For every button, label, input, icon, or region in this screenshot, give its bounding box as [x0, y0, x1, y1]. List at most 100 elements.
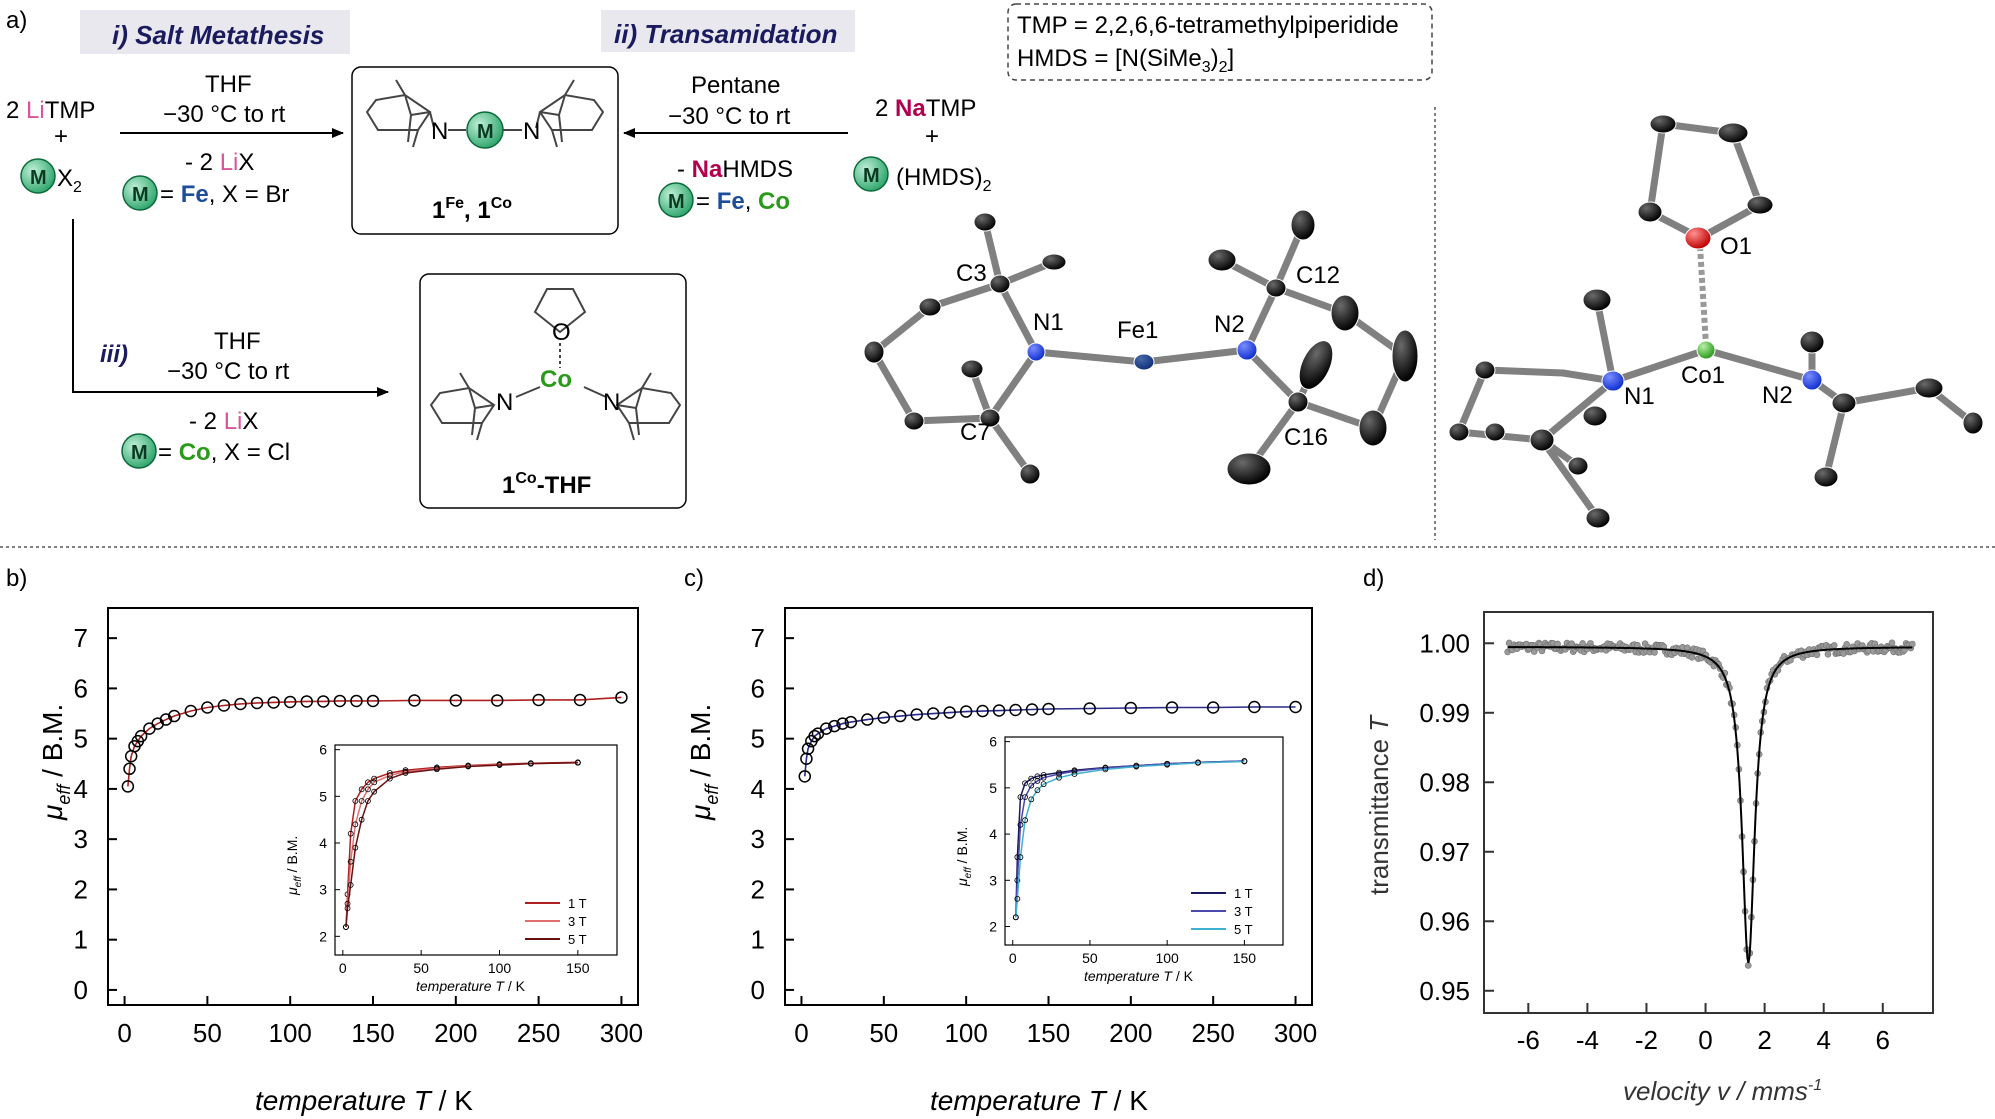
chart-b-inset-frame [334, 744, 618, 956]
chart-c-ytick-label: 6 [751, 673, 765, 703]
fe-atoms [863, 209, 1419, 486]
chart-c-inset-ylabel-sub: eff [963, 866, 974, 878]
product2-n-left: N [496, 389, 513, 416]
arrow1-byproduct: - 2 LiX [185, 149, 254, 176]
chart-d-ytick-label: 0.99 [1419, 698, 1470, 728]
chart-c-data-point [894, 709, 907, 723]
chart-b-data-point [490, 694, 504, 707]
route1-header [80, 10, 350, 54]
chart-d-xtick-label: 2 [1757, 1025, 1771, 1055]
chart-c-inset-data-point [1102, 766, 1109, 773]
chart-c-inset-ylabel-unit: / B.M. [954, 827, 970, 867]
chart-c-ytick-label: 3 [751, 824, 765, 854]
chart-c-data-point [819, 722, 833, 735]
abbrev-hmds: HMDS = [N(SiMe3)2] [1017, 45, 1234, 76]
chart-d-xtick-label: 0 [1698, 1025, 1712, 1055]
chart-b-inset-data-point [352, 798, 359, 804]
product1-n-right: N [523, 118, 540, 145]
chart-b-ytick-label: 1 [74, 925, 88, 955]
route1-title: i) Salt Metathesis [112, 20, 324, 50]
chart-c-data-point [1042, 702, 1055, 716]
fe-atom-fe1: Fe1 [1117, 317, 1158, 344]
chart-d-data-point [1813, 651, 1821, 659]
chart-b-ylabel: μeff / B.M. [37, 704, 74, 821]
chart-c-data-point [943, 706, 956, 719]
chart-b-inset-xtick-label: 150 [566, 960, 590, 976]
chart-c-data-point [992, 704, 1006, 717]
chart-b-inset-data-point [347, 830, 354, 837]
arrow2-solvent: Pentane [691, 72, 780, 99]
chart-b-fit-line [127, 696, 622, 787]
chart-b-data-point [184, 704, 198, 718]
chart-d-ylabel: transmittance T [1364, 714, 1394, 895]
chart-c-inset-data-point [1040, 781, 1047, 788]
co-atom-o1: O1 [1720, 233, 1752, 260]
product1-label: 1Fe, 1Co [432, 195, 512, 224]
chart-c-inset-legend-label: 3 T [1234, 904, 1253, 919]
chart-b-data-point [159, 713, 173, 726]
chart-b-ytick-label: 6 [74, 673, 88, 703]
chart-b-xlabel: temperature T / K [255, 1085, 473, 1116]
chart-c-data-point [1124, 701, 1138, 715]
chart-b-data-point [283, 695, 297, 709]
chart-c-inset-data-point [1034, 778, 1041, 784]
chart-c-xtick-label: 100 [944, 1018, 987, 1048]
chart-b-inset-data-point [465, 763, 472, 770]
product2-structure [429, 288, 682, 441]
chart-c: c) μeff / B.M. temperature T / K 0 50 100 1… [684, 565, 1317, 1116]
chart-b-inset-xlabel: temperature T / K [416, 978, 526, 994]
chart-d-data-point [1830, 642, 1838, 649]
chart-d-data-point [1579, 640, 1586, 647]
chart-c-data-point [808, 729, 821, 743]
chart-b-ytick-label: 4 [74, 774, 88, 804]
arrow3-condition: = Co, X = Cl [158, 439, 290, 466]
chart-b-data-point [168, 709, 181, 723]
product2-box [419, 273, 687, 509]
m-ball-arrow1-label: M [132, 184, 149, 206]
chart-c-inset-data-point [1012, 914, 1019, 921]
panel-label-c: c) [684, 565, 704, 592]
chart-c-data-point [861, 713, 874, 726]
chart-c-inset-data-point [1195, 759, 1201, 766]
arrow1-temp: −30 °C to rt [163, 101, 286, 128]
chart-b-xtick-label: 50 [193, 1018, 222, 1048]
chart-b-inset-ylabel-unit: / B.M. [284, 836, 300, 876]
route3-title: iii) [100, 341, 128, 368]
chart-b-data-point [573, 693, 587, 707]
chart-c-inset-data-point [1034, 787, 1041, 794]
chart-b-inset-ytick-label: 4 [319, 835, 327, 851]
chart-b-inset-data-point [364, 798, 371, 804]
chart-c-inset-data-point [1022, 794, 1028, 800]
chart-b-inset-ytick-label: 6 [319, 742, 327, 758]
chart-b-inset-ylabel: μeff / B.M. [284, 836, 304, 896]
chart-b-inset-ylabel-sub: eff [293, 875, 304, 887]
chart-b-data-point [234, 697, 247, 711]
reagent-litmp: 2 LiTMP [6, 97, 95, 124]
chart-c-inset-data-point [1017, 821, 1024, 828]
chart-c-ytick-label: 1 [751, 925, 765, 955]
chart-b-ytick-label: 7 [74, 623, 88, 653]
chart-c-inset-ylabel: μeff / B.M. [954, 827, 974, 887]
chart-d-ytick-label: 0.98 [1419, 767, 1470, 797]
chart-b-inset-data-point [364, 786, 371, 793]
chart-c-ytick-label: 4 [751, 774, 765, 804]
arrow3-solvent: THF [214, 328, 261, 355]
chart-c-data-point [836, 717, 849, 730]
chart-b-inset-data-point [371, 779, 378, 786]
chart-b-data-point [366, 694, 380, 708]
m-ball-arrow2-label: M [668, 191, 685, 213]
co-bonds [1455, 120, 1977, 522]
chart-b-xtick-label: 200 [434, 1018, 477, 1048]
chart-c-xtick-label: 300 [1274, 1018, 1317, 1048]
chart-c-data-point [844, 715, 858, 729]
chart-d-ytick-label: 1.00 [1419, 628, 1470, 658]
chart-b-inset-data-point [386, 775, 393, 782]
arrow1-condition: = Fe, X = Br [160, 181, 289, 208]
chart-c-inset-frame [1004, 736, 1284, 946]
chart-c-data-point [1009, 703, 1022, 717]
xray-structure-fe: C3 N1 Fe1 N2 C12 C7 C16 [863, 209, 1419, 486]
chart-b-inset-xtick-label: 100 [488, 960, 512, 976]
chart-c-inset-ytick-label: 6 [989, 734, 997, 750]
chart-c-inset-legend-label: 1 T [1234, 886, 1253, 901]
chart-b-inset-data-point [358, 816, 365, 823]
